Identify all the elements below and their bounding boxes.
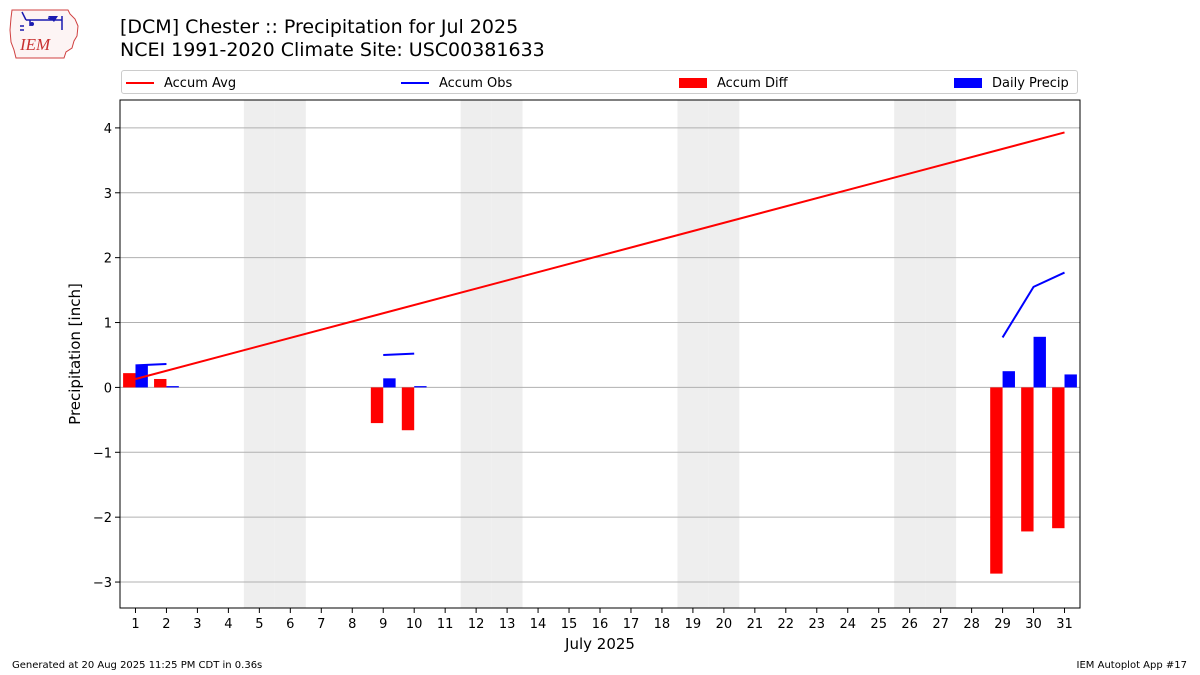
- x-tick-label: 21: [747, 617, 764, 632]
- accum-obs-line: [383, 352, 415, 356]
- weekend-band: [460, 100, 492, 608]
- daily-precip-bar: [1033, 336, 1046, 388]
- x-tick-label: 30: [1025, 617, 1042, 632]
- y-tick-label: 0: [104, 381, 112, 396]
- legend-label-accum-diff: Accum Diff: [717, 75, 788, 91]
- accum-diff-bar: [123, 373, 136, 388]
- accum-diff-bar: [990, 387, 1003, 574]
- legend-item-accum-avg: Accum Avg: [126, 74, 236, 92]
- x-tick-label: 1: [131, 617, 139, 632]
- x-tick-label: 18: [654, 617, 671, 632]
- generated-footer: Generated at 20 Aug 2025 11:25 PM CDT in…: [12, 660, 263, 671]
- chart-subtitle: NCEI 1991-2020 Climate Site: USC00381633: [120, 39, 545, 61]
- x-tick-label: 7: [317, 617, 325, 632]
- x-tick-label: 14: [530, 617, 547, 632]
- weekend-band: [677, 100, 709, 608]
- x-tick-label: 16: [592, 617, 609, 632]
- x-tick-label: 22: [778, 617, 795, 632]
- x-tick-label: 5: [255, 617, 263, 632]
- legend-swatch-accum-obs: [401, 82, 429, 84]
- daily-precip-bar: [414, 386, 427, 388]
- y-axis-label: Precipitation [inch]: [66, 283, 84, 425]
- legend-label-daily-precip: Daily Precip: [992, 75, 1069, 91]
- legend-swatch-accum-diff: [679, 78, 707, 88]
- daily-precip-bar: [135, 365, 148, 388]
- accum-diff-bar: [1052, 387, 1065, 529]
- weekend-band: [894, 100, 926, 608]
- y-tick-label: 1: [104, 317, 112, 332]
- plot-frame: [119, 99, 1081, 609]
- weekend-band: [491, 100, 523, 608]
- legend-item-accum-diff: Accum Diff: [679, 74, 788, 92]
- x-tick-label: 11: [437, 617, 454, 632]
- x-tick-label: 9: [379, 617, 387, 632]
- daily-precip-bar: [383, 378, 396, 388]
- logo-text: IEM: [19, 35, 51, 54]
- legend-item-accum-obs: Accum Obs: [401, 74, 512, 92]
- wind-vane-icon: [48, 16, 58, 22]
- x-tick-label: 24: [839, 617, 856, 632]
- x-tick-label: 13: [499, 617, 516, 632]
- x-tick-label: 23: [809, 617, 826, 632]
- app-footer: IEM Autoplot App #17: [1076, 660, 1187, 671]
- accum-diff-bar: [154, 378, 167, 388]
- legend-label-accum-avg: Accum Avg: [164, 75, 237, 91]
- accum-avg-line: [135, 131, 1065, 380]
- x-tick-label: 3: [193, 617, 201, 632]
- x-tick-label: 2: [162, 617, 170, 632]
- x-tick-label: 15: [561, 617, 578, 632]
- legend-item-daily-precip: Daily Precip: [954, 74, 1069, 92]
- weekend-band: [274, 100, 306, 608]
- weekend-band: [708, 100, 740, 608]
- accum-obs-line: [135, 363, 167, 367]
- x-tick-label: 29: [994, 617, 1011, 632]
- iem-logo: IEM: [9, 9, 79, 59]
- y-tick-label: −2: [93, 511, 112, 526]
- y-tick-label: −1: [93, 446, 112, 461]
- x-tick-label: 17: [623, 617, 640, 632]
- x-tick-label: 26: [901, 617, 918, 632]
- y-tick-label: 3: [104, 187, 112, 202]
- x-tick-label: 25: [870, 617, 887, 632]
- legend-label-accum-obs: Accum Obs: [439, 75, 513, 91]
- daily-precip-bar: [1002, 371, 1015, 388]
- daily-precip-bar: [166, 386, 179, 388]
- x-tick-label: 28: [963, 617, 980, 632]
- weekend-band: [925, 100, 957, 608]
- x-tick-label: 19: [685, 617, 702, 632]
- legend-swatch-daily-precip: [954, 78, 982, 88]
- x-tick-label: 8: [348, 617, 356, 632]
- station-dot-icon: [30, 22, 34, 26]
- weekend-band: [243, 100, 275, 608]
- iowa-state-outline: [9, 9, 79, 59]
- chart-legend: Accum Avg Accum Obs Accum Diff Daily Pre…: [121, 70, 1078, 94]
- x-tick-label: 4: [224, 617, 232, 632]
- y-tick-label: −3: [93, 576, 112, 591]
- chart-title: [DCM] Chester :: Precipitation for Jul 2…: [120, 16, 519, 38]
- x-axis-label: July 2025: [564, 635, 635, 653]
- x-tick-label: 12: [468, 617, 485, 632]
- x-tick-label: 31: [1056, 617, 1073, 632]
- legend-swatch-accum-avg: [126, 82, 154, 84]
- x-tick-label: 10: [406, 617, 423, 632]
- accum-diff-bar: [370, 387, 384, 424]
- daily-precip-bar: [1064, 374, 1077, 388]
- y-tick-label: 4: [104, 122, 112, 137]
- y-tick-label: 2: [104, 252, 112, 267]
- accum-obs-line: [1001, 271, 1065, 338]
- accum-diff-bar: [1021, 387, 1034, 532]
- accum-diff-bar: [401, 387, 415, 431]
- x-tick-label: 27: [932, 617, 949, 632]
- x-tick-label: 20: [716, 617, 733, 632]
- x-tick-label: 6: [286, 617, 294, 632]
